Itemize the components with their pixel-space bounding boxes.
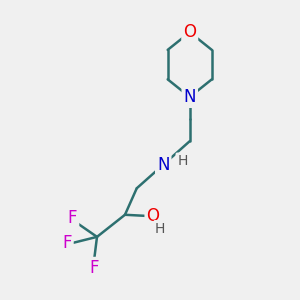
Text: O: O: [183, 23, 196, 41]
Text: H: H: [155, 222, 166, 236]
Text: O: O: [146, 207, 159, 225]
Text: F: F: [68, 209, 77, 227]
Text: F: F: [89, 259, 99, 277]
Text: F: F: [62, 234, 72, 252]
Text: N: N: [157, 156, 169, 174]
Text: N: N: [184, 88, 196, 106]
Text: H: H: [177, 154, 188, 168]
